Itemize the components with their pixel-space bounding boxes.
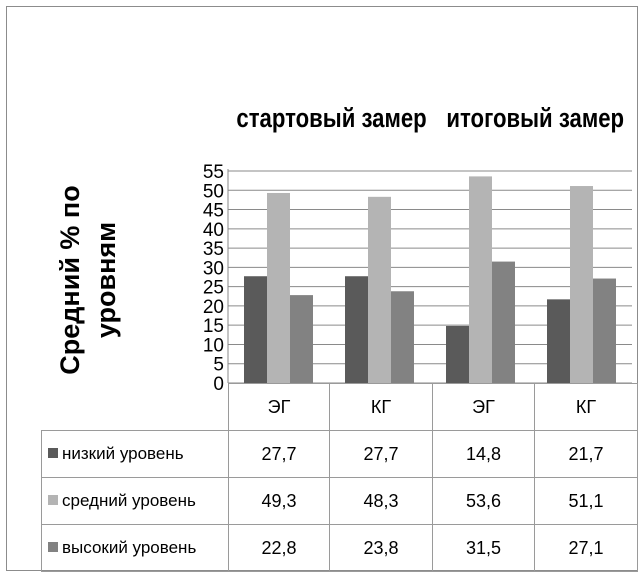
- bar: [492, 261, 515, 383]
- data-label: 31,5: [432, 524, 535, 572]
- table-header-cell: КГ: [329, 383, 433, 431]
- bar: [547, 299, 570, 383]
- table-row-low: низкий уровень 27,7 27,7 14,8 21,7: [41, 430, 638, 478]
- table-header-cell: КГ: [534, 383, 638, 431]
- bar: [345, 276, 368, 383]
- data-label: 23,8: [329, 524, 433, 572]
- y-tick-label: 50: [203, 181, 224, 202]
- data-label: 53,6: [432, 477, 535, 525]
- y-tick-label: 45: [203, 201, 224, 222]
- table-header-cell: ЭГ: [228, 383, 330, 431]
- bar: [244, 276, 267, 383]
- bar: [391, 291, 414, 383]
- data-label: 21,7: [534, 430, 638, 478]
- legend-swatch: [48, 542, 58, 552]
- data-table: ЭГ КГ ЭГ КГ низкий уровень 27,7 27,7 14,…: [41, 383, 638, 572]
- data-label: 22,8: [228, 524, 330, 572]
- y-tick-label: 40: [203, 220, 224, 241]
- data-label: 49,3: [228, 477, 330, 525]
- bar: [290, 295, 313, 383]
- y-tick-label: 5: [213, 355, 224, 376]
- series-name: высокий уровень: [62, 538, 197, 557]
- bar: [570, 186, 593, 383]
- data-label: 14,8: [432, 430, 535, 478]
- data-label: 27,7: [228, 430, 330, 478]
- y-tick-label: 25: [203, 278, 224, 299]
- bar: [446, 325, 469, 383]
- y-tick-label: 20: [203, 297, 224, 318]
- legend-entry-mid: средний уровень: [41, 477, 229, 525]
- legend-swatch: [48, 495, 58, 505]
- bar: [267, 192, 290, 383]
- bar: [368, 196, 391, 383]
- y-tick-label: 55: [203, 162, 224, 183]
- y-tick-label: 0: [213, 374, 224, 395]
- data-label: 51,1: [534, 477, 638, 525]
- bar: [593, 278, 616, 383]
- table-header-row: ЭГ КГ ЭГ КГ: [42, 383, 638, 431]
- table-row-mid: средний уровень 49,3 48,3 53,6 51,1: [41, 477, 638, 525]
- legend-swatch: [48, 448, 58, 458]
- data-label: 27,1: [534, 524, 638, 572]
- table-header-cell: ЭГ: [432, 383, 535, 431]
- series-name: низкий уровень: [62, 444, 184, 463]
- table-row-high: высокий уровень 22,8 23,8 31,5 27,1: [41, 524, 638, 572]
- legend-entry-low: низкий уровень: [41, 430, 229, 478]
- y-tick-label: 10: [203, 335, 224, 356]
- data-label: 27,7: [329, 430, 433, 478]
- y-tick-label: 35: [203, 239, 224, 260]
- series-name: средний уровень: [62, 491, 196, 510]
- table-corner: [42, 384, 229, 431]
- data-label: 48,3: [329, 477, 433, 525]
- y-tick-label: 30: [203, 258, 224, 279]
- legend-entry-high: высокий уровень: [41, 524, 229, 572]
- bar: [469, 176, 492, 383]
- y-tick-label: 15: [203, 316, 224, 337]
